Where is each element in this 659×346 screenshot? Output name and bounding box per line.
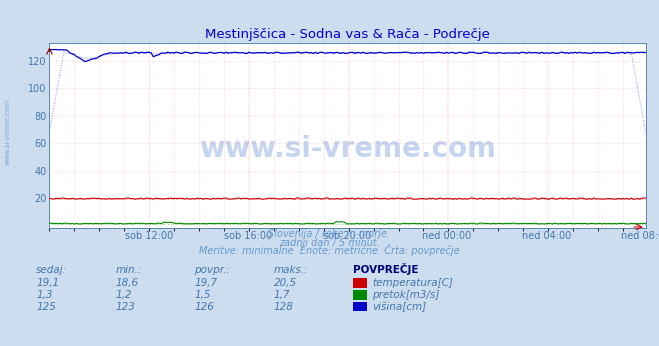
Text: 19,1: 19,1 [36,279,59,289]
Text: 1,7: 1,7 [273,290,290,300]
Text: min.:: min.: [115,265,142,275]
Text: POVPREČJE: POVPREČJE [353,263,418,275]
Text: temperatura[C]: temperatura[C] [372,279,453,289]
Text: 123: 123 [115,302,135,312]
Text: 20,5: 20,5 [273,279,297,289]
Text: 128: 128 [273,302,293,312]
Text: sedaj:: sedaj: [36,265,67,275]
Text: višina[cm]: višina[cm] [372,302,426,312]
Text: 1,3: 1,3 [36,290,53,300]
Text: www.si-vreme.com: www.si-vreme.com [199,135,496,163]
Text: www.si-vreme.com: www.si-vreme.com [5,98,11,165]
Text: zadnji dan / 5 minut.: zadnji dan / 5 minut. [279,238,380,248]
Text: 1,2: 1,2 [115,290,132,300]
Text: 125: 125 [36,302,56,312]
Text: Meritve: minimalne  Enote: metrične  Črta: povprečje: Meritve: minimalne Enote: metrične Črta:… [199,244,460,256]
Text: 19,7: 19,7 [194,279,217,289]
Text: 1,5: 1,5 [194,290,211,300]
Text: maks.:: maks.: [273,265,308,275]
Text: Slovenija / reke in morje.: Slovenija / reke in morje. [268,229,391,239]
Text: pretok[m3/s]: pretok[m3/s] [372,290,440,300]
Title: Mestinjščica - Sodna vas & Rača - Podrečje: Mestinjščica - Sodna vas & Rača - Podreč… [205,28,490,41]
Text: 18,6: 18,6 [115,279,138,289]
Text: povpr.:: povpr.: [194,265,230,275]
Text: 126: 126 [194,302,214,312]
